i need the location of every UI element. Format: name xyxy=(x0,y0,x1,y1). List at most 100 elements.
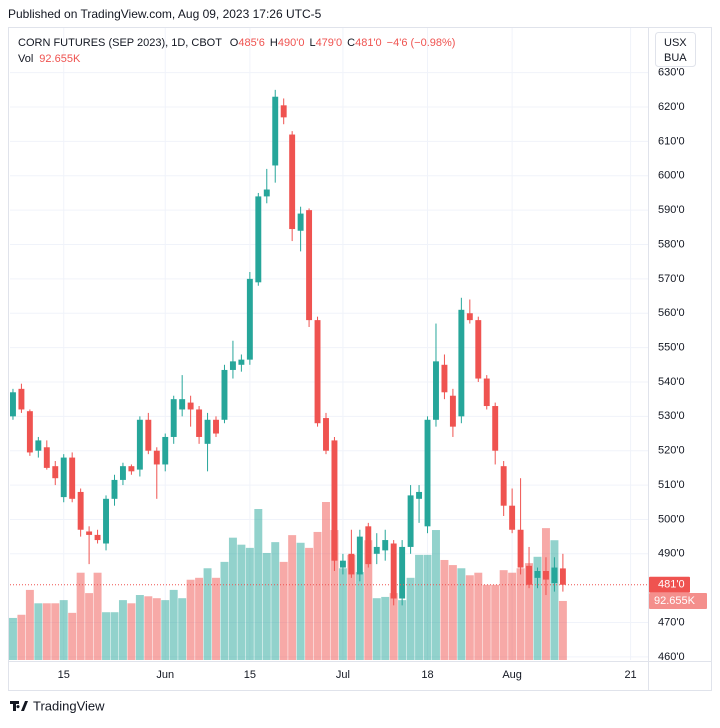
volume-bar xyxy=(440,559,449,660)
y-tick-label: 560'0 xyxy=(658,307,685,319)
candle-body xyxy=(136,419,143,470)
candle-body xyxy=(196,409,203,437)
last-volume-label: 92.655K xyxy=(654,595,696,607)
volume-bar xyxy=(169,589,178,660)
candle-body xyxy=(331,440,338,561)
candle-body xyxy=(52,466,59,479)
candle-body xyxy=(18,388,25,410)
volume-bar xyxy=(347,554,356,660)
candle-body xyxy=(314,320,321,424)
candle-body xyxy=(77,491,84,530)
volume-bar xyxy=(59,600,68,660)
candle-body xyxy=(60,457,67,498)
y-tick-label: 520'0 xyxy=(658,445,685,457)
candle-body xyxy=(229,361,236,370)
grid xyxy=(10,28,648,660)
volume-bar xyxy=(220,561,229,660)
currency-unit: BUA xyxy=(664,52,687,64)
volume-bar xyxy=(161,600,170,660)
y-tick-label: 510'0 xyxy=(658,479,685,491)
y-tick-label: 550'0 xyxy=(658,342,685,354)
candle-body xyxy=(111,479,118,499)
candle-body xyxy=(94,534,101,541)
candle-body xyxy=(348,553,355,575)
volume-bar xyxy=(499,570,508,660)
volume-bar xyxy=(338,568,347,660)
currency-unit: USX xyxy=(664,37,687,49)
volume-bar xyxy=(245,547,254,660)
ohlc-key: O xyxy=(230,37,239,49)
volume-bar xyxy=(85,593,94,660)
volume-bar xyxy=(76,572,85,660)
volume-bar xyxy=(288,535,297,660)
candle-body xyxy=(339,560,346,568)
volume-bar xyxy=(364,540,373,660)
y-tick-label: 610'0 xyxy=(658,135,685,147)
candle-body xyxy=(221,369,228,420)
candle-body xyxy=(373,546,380,554)
published-note: Published on TradingView.com, Aug 09, 20… xyxy=(8,7,322,21)
volume-bar xyxy=(322,502,330,660)
candle-body xyxy=(458,309,465,417)
currency-box[interactable] xyxy=(655,32,696,67)
candle-body xyxy=(424,419,431,527)
volume-bar xyxy=(212,577,220,660)
legend-line: CORN FUTURES (SEP 2023), 1D, CBOT O485'6 H… xyxy=(18,37,455,49)
candle-body xyxy=(213,419,219,434)
candle-body xyxy=(128,466,135,472)
volume-bar xyxy=(178,598,187,660)
volume-bar xyxy=(135,595,144,660)
volume-bar xyxy=(355,572,364,660)
candle-body xyxy=(272,96,279,166)
volume-bar xyxy=(398,600,407,660)
volume-bar xyxy=(118,600,127,660)
candle-body xyxy=(323,418,329,451)
candle-body xyxy=(86,531,93,535)
candle-body xyxy=(534,570,541,578)
volume-bar xyxy=(516,568,525,660)
ohlc-value: 481'0 xyxy=(355,37,382,49)
volume-bar xyxy=(550,540,559,660)
volume-bar xyxy=(508,572,517,660)
volume-bar xyxy=(152,598,161,660)
candle-body xyxy=(263,189,270,197)
candle-body xyxy=(204,419,211,444)
last-price-label: 481'0 xyxy=(658,579,685,591)
y-tick-label: 600'0 xyxy=(658,170,685,182)
x-tick-label: Jun xyxy=(156,669,174,681)
candle-body xyxy=(466,313,473,321)
candle-body xyxy=(441,364,448,393)
volume-bar xyxy=(17,614,26,660)
candle-body xyxy=(551,567,558,584)
candle-layer xyxy=(10,89,566,606)
volume-bar xyxy=(93,572,102,660)
y-tick-label: 590'0 xyxy=(658,204,685,216)
footer-logo xyxy=(10,701,28,711)
volume-name: Vol xyxy=(18,53,33,65)
candle-body xyxy=(280,105,287,118)
candle-body xyxy=(526,565,533,585)
candle-body xyxy=(433,361,439,420)
volume-bar xyxy=(313,531,322,660)
ohlc-key: L xyxy=(309,37,315,49)
label-layer: 460'0 470'0 490'0 500'0 510'0 520'0 530'0 540'0… xyxy=(10,37,707,681)
volume-bar xyxy=(406,577,415,660)
volume-bar xyxy=(381,596,390,660)
volume-bar xyxy=(389,593,398,660)
volume-bar xyxy=(51,603,60,660)
y-tick-label: 500'0 xyxy=(658,513,685,525)
volume-layer xyxy=(8,502,567,660)
x-tick-label: 15 xyxy=(244,669,256,681)
volume-bar xyxy=(491,584,500,660)
volume-bar xyxy=(127,603,136,660)
volume-bar xyxy=(558,600,567,660)
volume-bar xyxy=(415,554,424,660)
x-tick-label: 21 xyxy=(624,669,636,681)
volume-bar xyxy=(525,563,534,660)
candle-body xyxy=(69,457,76,499)
y-tick-label: 570'0 xyxy=(658,273,685,285)
volume-bar xyxy=(34,603,43,660)
candle-body xyxy=(170,399,177,437)
volume-bar xyxy=(457,568,466,660)
ohlc-value: 490'0 xyxy=(278,37,305,49)
